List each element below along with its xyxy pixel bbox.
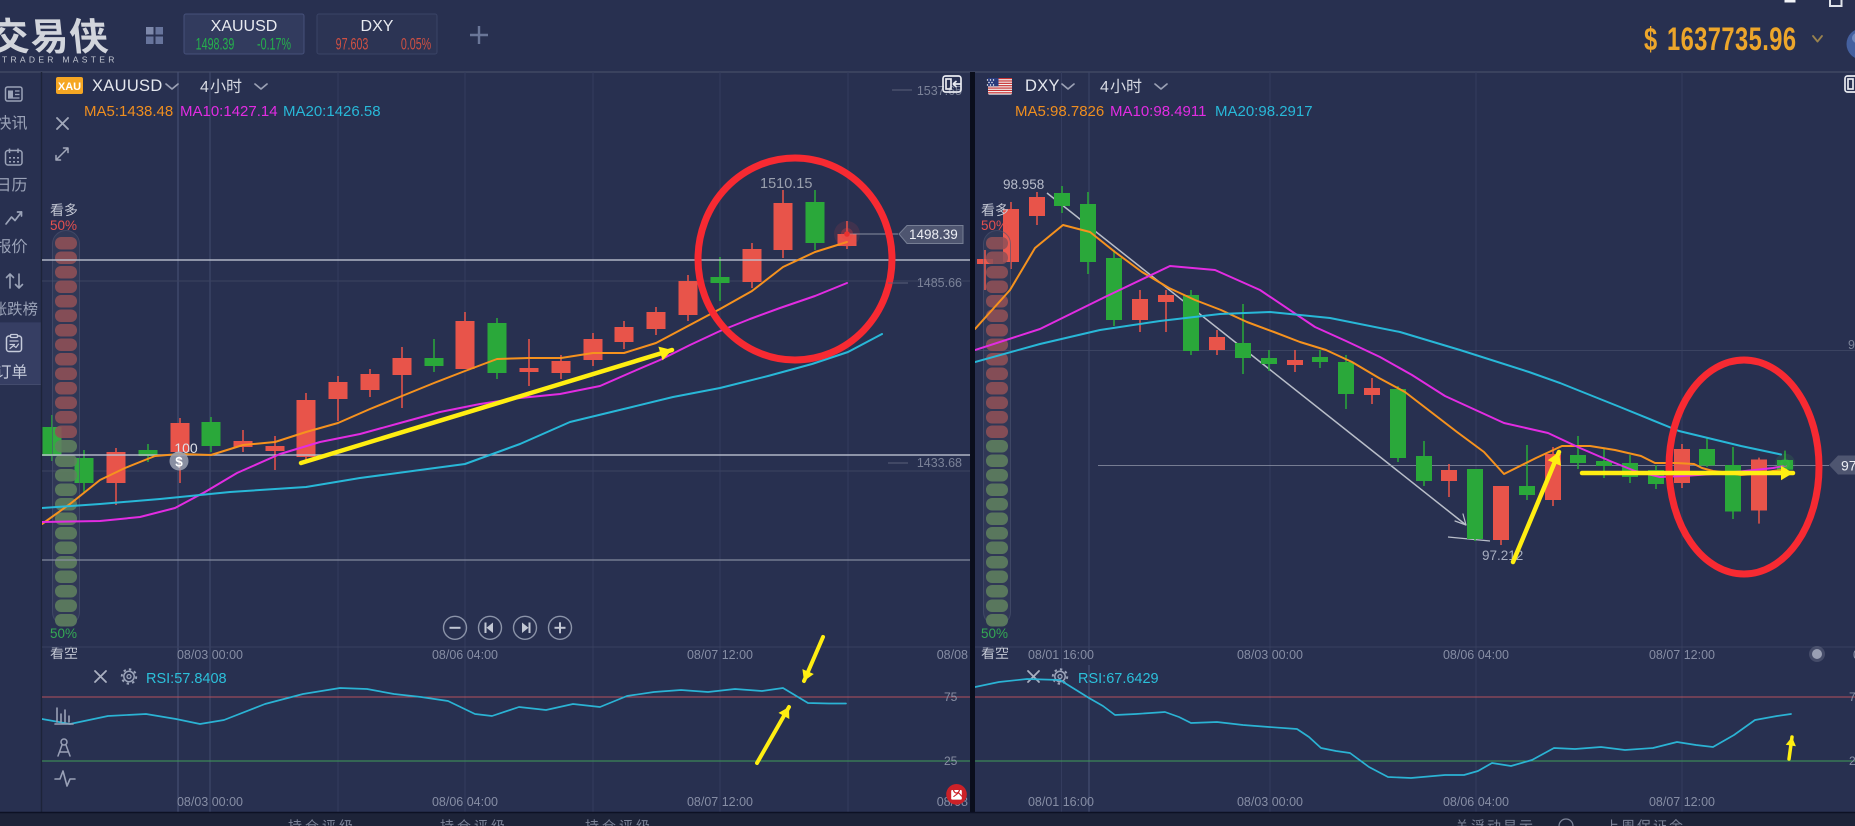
svg-text:1433.68: 1433.68 — [917, 456, 962, 470]
svg-text:DXY: DXY — [361, 18, 394, 35]
svg-text:MA20:1426.58: MA20:1426.58 — [283, 103, 381, 120]
svg-text:RSI:67.6429: RSI:67.6429 — [1078, 671, 1159, 687]
svg-text:1510.15: 1510.15 — [760, 176, 812, 192]
svg-text:RSI:57.8408: RSI:57.8408 — [146, 671, 227, 687]
svg-text:XAU: XAU — [58, 81, 81, 93]
svg-text:08/03 00:00: 08/03 00:00 — [1237, 648, 1303, 662]
svg-text:7: 7 — [1849, 690, 1855, 704]
svg-text:08/07 12:00: 08/07 12:00 — [1649, 795, 1715, 809]
svg-text:08/03 00:00: 08/03 00:00 — [1237, 795, 1303, 809]
svg-text:-0.17%: -0.17% — [257, 35, 291, 54]
svg-text:50%: 50% — [50, 218, 77, 233]
svg-text:08/08: 08/08 — [937, 648, 968, 662]
svg-text:MA5:1438.48: MA5:1438.48 — [84, 103, 173, 120]
svg-text:1637735.96: 1637735.96 — [1667, 22, 1796, 57]
svg-text:1498.39: 1498.39 — [196, 35, 235, 54]
svg-text:98: 98 — [1848, 338, 1855, 352]
svg-text:25: 25 — [944, 754, 958, 768]
svg-text:08/01 16:00: 08/01 16:00 — [1028, 795, 1094, 809]
svg-text:4: 4 — [1100, 79, 1109, 96]
svg-text:08/01 16:00: 08/01 16:00 — [1028, 648, 1094, 662]
svg-text:97.603: 97.603 — [336, 35, 369, 54]
svg-text:XAUUSD: XAUUSD — [211, 18, 278, 35]
svg-text:97: 97 — [1841, 458, 1855, 474]
svg-text:MA10:1427.14: MA10:1427.14 — [180, 103, 278, 120]
svg-text:2: 2 — [1849, 754, 1855, 768]
svg-text:$: $ — [1644, 22, 1657, 57]
svg-text:XAUUSD: XAUUSD — [92, 77, 163, 95]
svg-text:50%: 50% — [981, 626, 1008, 641]
svg-text:MA10:98.4911: MA10:98.4911 — [1110, 103, 1206, 120]
svg-text:08/03 00:00: 08/03 00:00 — [177, 648, 243, 662]
svg-text:$: $ — [175, 455, 183, 470]
svg-text:08/07 12:00: 08/07 12:00 — [687, 648, 753, 662]
svg-text:0: 0 — [1853, 648, 1855, 662]
svg-text:DXY: DXY — [1025, 77, 1060, 95]
svg-text:08/06 04:00: 08/06 04:00 — [1443, 795, 1509, 809]
svg-text:75: 75 — [944, 690, 958, 704]
svg-text:TRADER MASTER: TRADER MASTER — [2, 55, 118, 65]
svg-text:08/07 12:00: 08/07 12:00 — [687, 795, 753, 809]
svg-text:50%: 50% — [981, 218, 1008, 233]
svg-text:98.958: 98.958 — [1003, 177, 1044, 192]
svg-text:0.05%: 0.05% — [401, 35, 432, 54]
svg-text:1498.39: 1498.39 — [909, 227, 958, 242]
svg-text:08/06 04:00: 08/06 04:00 — [432, 795, 498, 809]
svg-text:08/06 04:00: 08/06 04:00 — [1443, 648, 1509, 662]
svg-text:MA20:98.2917: MA20:98.2917 — [1215, 103, 1313, 120]
svg-text:1485.66: 1485.66 — [917, 276, 962, 290]
svg-text:08/03 00:00: 08/03 00:00 — [177, 795, 243, 809]
svg-text:08/06 04:00: 08/06 04:00 — [432, 648, 498, 662]
svg-text:4: 4 — [200, 79, 209, 96]
svg-text:MA5:98.7826: MA5:98.7826 — [1015, 103, 1104, 120]
svg-text:50%: 50% — [50, 626, 77, 641]
svg-text:08/07 12:00: 08/07 12:00 — [1649, 648, 1715, 662]
